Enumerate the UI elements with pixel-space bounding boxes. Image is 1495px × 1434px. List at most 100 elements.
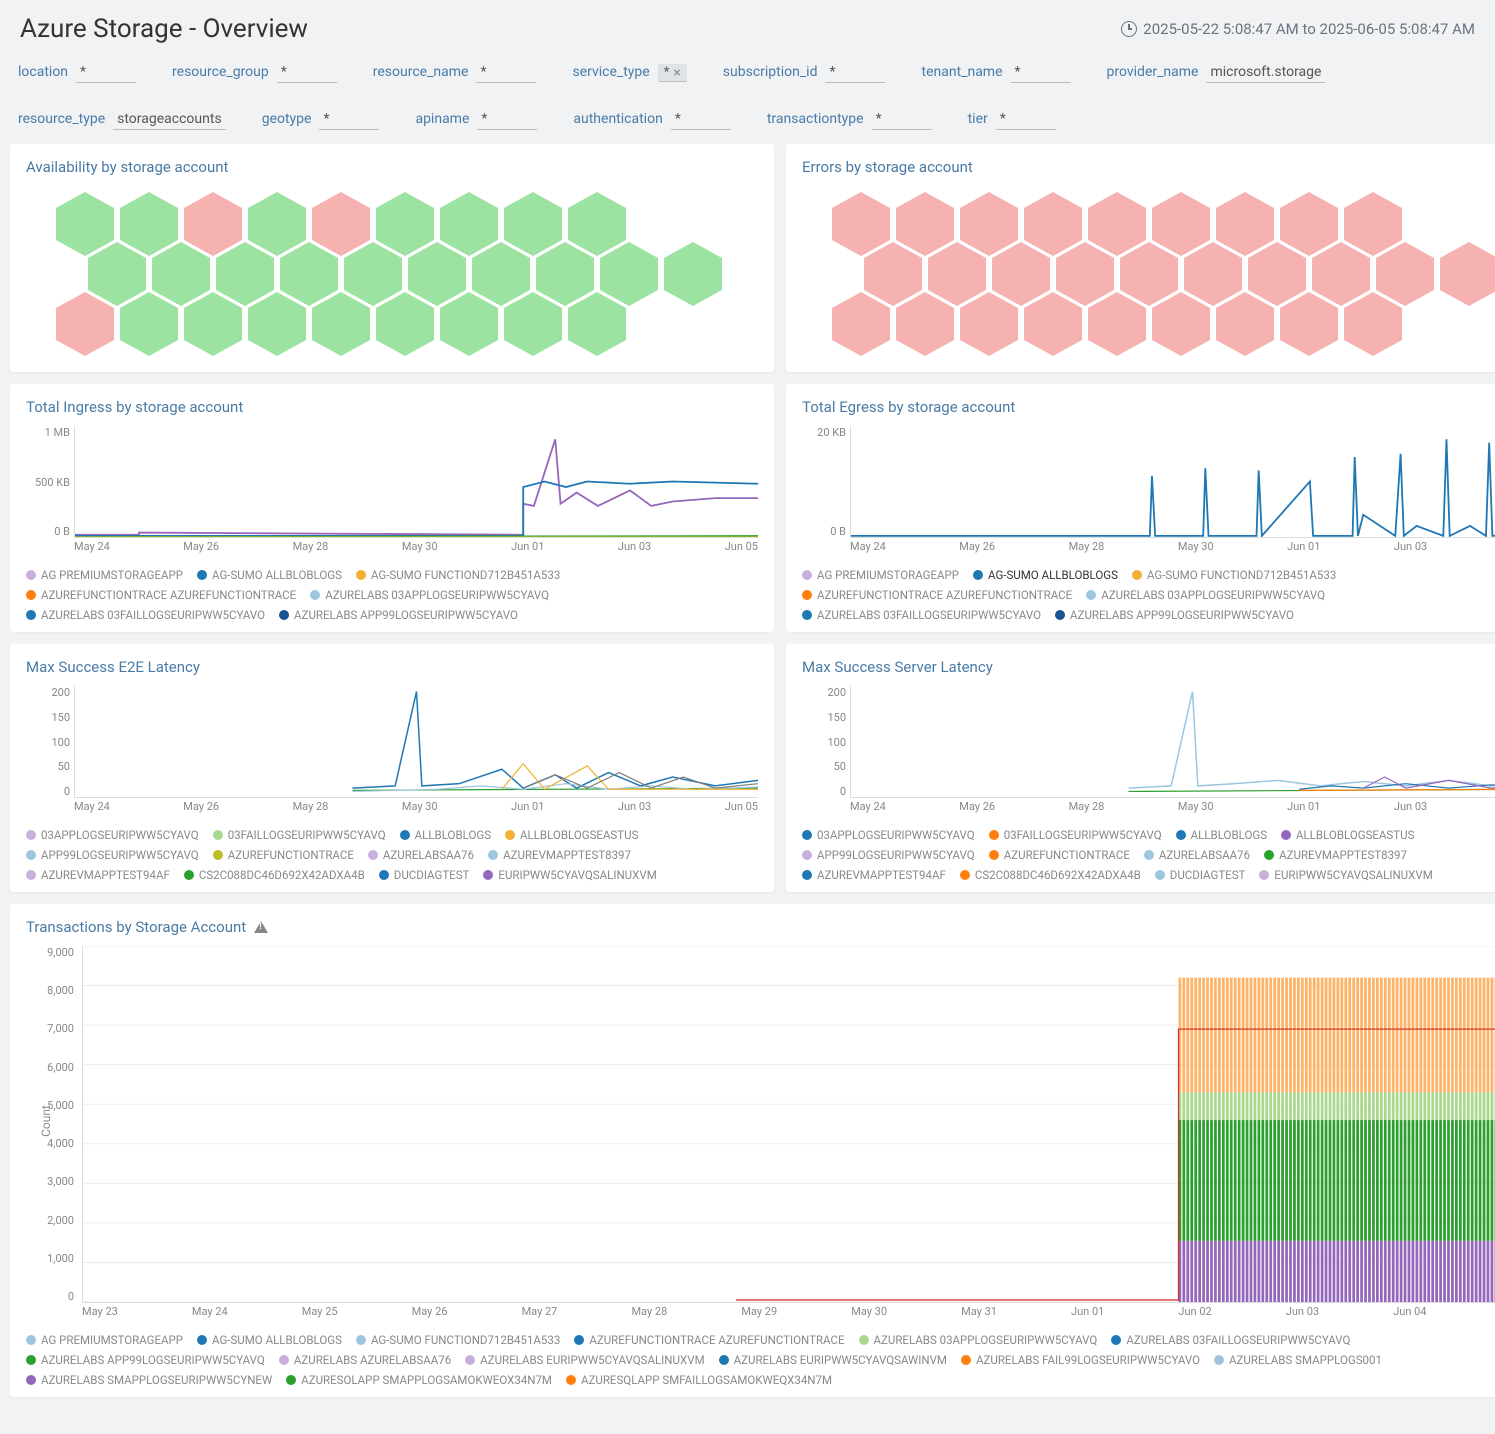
legend-item[interactable]: APP99LOGSEURIPWW5CYAVQ <box>802 848 975 862</box>
legend-item[interactable]: AZURELABS SMAPPLOGS001 <box>1214 1353 1382 1367</box>
legend-item[interactable]: ALLBLOBLOGSEASTUS <box>505 828 638 842</box>
legend-item[interactable]: 03APPLOGSEURIPWW5CYAVQ <box>802 828 975 842</box>
filter-authentication[interactable]: authentication* <box>573 111 730 130</box>
honeycomb-availability[interactable] <box>26 186 758 362</box>
hex-cell[interactable] <box>1152 292 1210 356</box>
chip-remove-icon[interactable]: × <box>673 66 680 80</box>
legend-item[interactable]: AZUREFUNCTIONTRACE <box>989 848 1130 862</box>
filter-chip[interactable]: *× <box>658 64 687 82</box>
legend-item[interactable]: AZURESOLAPP SMAPPLOGSAMOKWEOX34N7M <box>286 1373 552 1387</box>
hex-cell[interactable] <box>504 292 562 356</box>
legend-item[interactable]: DUCDIAGTEST <box>379 868 470 882</box>
legend-item[interactable]: AZUREFUNCTIONTRACE AZUREFUNCTIONTRACE <box>802 588 1072 602</box>
filter-location[interactable]: location* <box>18 64 136 83</box>
legend-item[interactable]: 03FAILLOGSEURIPWW5CYAVQ <box>989 828 1162 842</box>
filter-resource_group[interactable]: resource_group* <box>172 64 337 83</box>
filter-geotype[interactable]: geotype* <box>262 111 380 130</box>
legend-item[interactable]: AG-SUMO FUNCTIOND712B451A533 <box>356 568 560 582</box>
filter-tenant_name[interactable]: tenant_name* <box>921 64 1070 83</box>
hex-cell[interactable] <box>896 292 954 356</box>
filter-value[interactable]: * <box>671 111 731 130</box>
legend-item[interactable]: AG-SUMO FUNCTIOND712B451A533 <box>1132 568 1336 582</box>
hex-cell[interactable] <box>120 292 178 356</box>
legend-item[interactable]: AG PREMIUMSTORAGEAPP <box>26 568 183 582</box>
legend-item[interactable]: 03APPLOGSEURIPWW5CYAVQ <box>26 828 199 842</box>
filter-value[interactable]: * <box>1011 64 1071 83</box>
chart-transactions[interactable]: Count9,0008,0007,0006,0005,0004,0003,000… <box>82 946 1495 1321</box>
filter-resource_name[interactable]: resource_name* <box>373 64 537 83</box>
hex-cell[interactable] <box>568 292 626 356</box>
legend-item[interactable]: AZURELABS 03APPLOGSEURIPWW5CYAVQ <box>310 588 549 602</box>
legend-item[interactable]: AZURELABS 03FAILLOGSEURIPWW5CYAVO <box>26 608 265 622</box>
hex-cell[interactable] <box>312 292 370 356</box>
hex-cell[interactable] <box>248 292 306 356</box>
legend-item[interactable]: AZURELABS 03FAILLOGSEURIPWW5CYAVO <box>802 608 1041 622</box>
legend-item[interactable]: AZURELABS EURIPWW5CYAVQSAWINVM <box>719 1353 947 1367</box>
filter-value[interactable]: * <box>872 111 932 130</box>
filter-value[interactable]: storageaccounts <box>113 111 226 130</box>
legend-item[interactable]: AZURELABS APP99LOGSEURIPWW5CYAVQ <box>26 1353 265 1367</box>
legend-item[interactable]: EURIPWW5CYAVQSALINUXVM <box>483 868 656 882</box>
legend-item[interactable]: AZUREFUNCTIONTRACE AZUREFUNCTIONTRACE <box>574 1333 844 1347</box>
chart-e2e[interactable]: 200150100500May 24May 26May 28May 30Jun … <box>74 686 758 816</box>
legend-item[interactable]: AZURELABS 03APPLOGSEURIPWW5CYAVQ <box>859 1333 1098 1347</box>
hex-cell[interactable] <box>832 292 890 356</box>
legend-item[interactable]: AZUREVMAPPTEST94AF <box>26 868 170 882</box>
legend-item[interactable]: AG-SUMO FUNCTIOND712B451A533 <box>356 1333 560 1347</box>
filter-value[interactable]: * <box>319 111 379 130</box>
filter-value[interactable]: * <box>277 64 337 83</box>
legend-item[interactable]: CS2C088DC46D692X42ADXA4B <box>184 868 365 882</box>
legend-item[interactable]: AZUREVMAPPTEST8397 <box>488 848 631 862</box>
filter-value[interactable]: * <box>476 64 536 83</box>
chart-server[interactable]: 200150100500May 24May 26May 28May 30Jun … <box>850 686 1495 816</box>
legend-item[interactable]: ALLBLOBLOGS <box>1176 828 1267 842</box>
filter-value[interactable]: * <box>76 64 136 83</box>
legend-item[interactable]: AZURELABS FAIL99LOGSEURIPWW5CYAVO <box>961 1353 1200 1367</box>
legend-item[interactable]: ALLBLOBLOGSEASTUS <box>1281 828 1414 842</box>
legend-item[interactable]: AZURELABSAA76 <box>1144 848 1250 862</box>
legend-item[interactable]: ALLBLOBLOGS <box>400 828 491 842</box>
legend-item[interactable]: AG PREMIUMSTORAGEAPP <box>802 568 959 582</box>
chart-ingress[interactable]: 1 MB500 KB0 BMay 24May 26May 28May 30Jun… <box>74 426 758 556</box>
hex-cell[interactable] <box>440 292 498 356</box>
legend-item[interactable]: APP99LOGSEURIPWW5CYAVQ <box>26 848 199 862</box>
filter-tier[interactable]: tier* <box>968 111 1056 130</box>
legend-item[interactable]: AZURELABS EURIPWW5CYAVQSALINUXVM <box>465 1353 704 1367</box>
filter-value[interactable]: * <box>996 111 1056 130</box>
filter-transactiontype[interactable]: transactiontype* <box>767 111 932 130</box>
hex-cell[interactable] <box>56 292 114 356</box>
legend-item[interactable]: AZURELABS 03APPLOGSEURIPWW5CYAVQ <box>1086 588 1325 602</box>
honeycomb-errors[interactable] <box>802 186 1495 362</box>
hex-cell[interactable] <box>960 292 1018 356</box>
legend-item[interactable]: AZURESQLAPP SMFAILLOGSAMOKWEQX34N7M <box>566 1373 832 1387</box>
legend-item[interactable]: AZURELABS AZURELABSAA76 <box>279 1353 451 1367</box>
legend-item[interactable]: AZURELABS APP99LOGSEURIPWW5CYAVO <box>1055 608 1294 622</box>
hex-cell[interactable] <box>1216 292 1274 356</box>
legend-item[interactable]: AZURELABS 03FAILLOGSEURIPWW5CYAVQ <box>1111 1333 1350 1347</box>
filter-provider_name[interactable]: provider_namemicrosoft.storage <box>1107 64 1326 83</box>
legend-item[interactable]: AG-SUMO ALLBLOBLOGS <box>197 568 342 582</box>
filter-value[interactable]: microsoft.storage <box>1206 64 1325 83</box>
filter-service_type[interactable]: service_type*× <box>572 64 686 83</box>
hex-cell[interactable] <box>376 292 434 356</box>
legend-item[interactable]: 03FAILLOGSEURIPWW5CYAVQ <box>213 828 386 842</box>
hex-cell[interactable] <box>1280 292 1338 356</box>
filter-value[interactable]: * <box>825 64 885 83</box>
legend-item[interactable]: EURIPWW5CYAVQSALINUXVM <box>1259 868 1432 882</box>
filter-resource_type[interactable]: resource_typestorageaccounts <box>18 111 226 130</box>
legend-item[interactable]: AZUREFUNCTIONTRACE AZUREFUNCTIONTRACE <box>26 588 296 602</box>
filter-subscription_id[interactable]: subscription_id* <box>723 64 886 83</box>
legend-item[interactable]: AZUREVMAPPTEST94AF <box>802 868 946 882</box>
legend-item[interactable]: AG PREMIUMSTORAGEAPP <box>26 1333 183 1347</box>
time-range[interactable]: 2025-05-22 5:08:47 AM to 2025-06-05 5:08… <box>1121 20 1475 38</box>
legend-item[interactable]: AZURELABSAA76 <box>368 848 474 862</box>
hex-cell[interactable] <box>184 292 242 356</box>
legend-item[interactable]: AZURELABS SMAPPLOGSEURIPWW5CYNEW <box>26 1373 272 1387</box>
filter-apiname[interactable]: apiname* <box>415 111 537 130</box>
filter-value[interactable]: * <box>477 111 537 130</box>
legend-item[interactable]: AZUREFUNCTIONTRACE <box>213 848 354 862</box>
hex-cell[interactable] <box>1344 292 1402 356</box>
legend-item[interactable]: DUCDIAGTEST <box>1155 868 1246 882</box>
legend-item[interactable]: AZUREVMAPPTEST8397 <box>1264 848 1407 862</box>
hex-cell[interactable] <box>1024 292 1082 356</box>
